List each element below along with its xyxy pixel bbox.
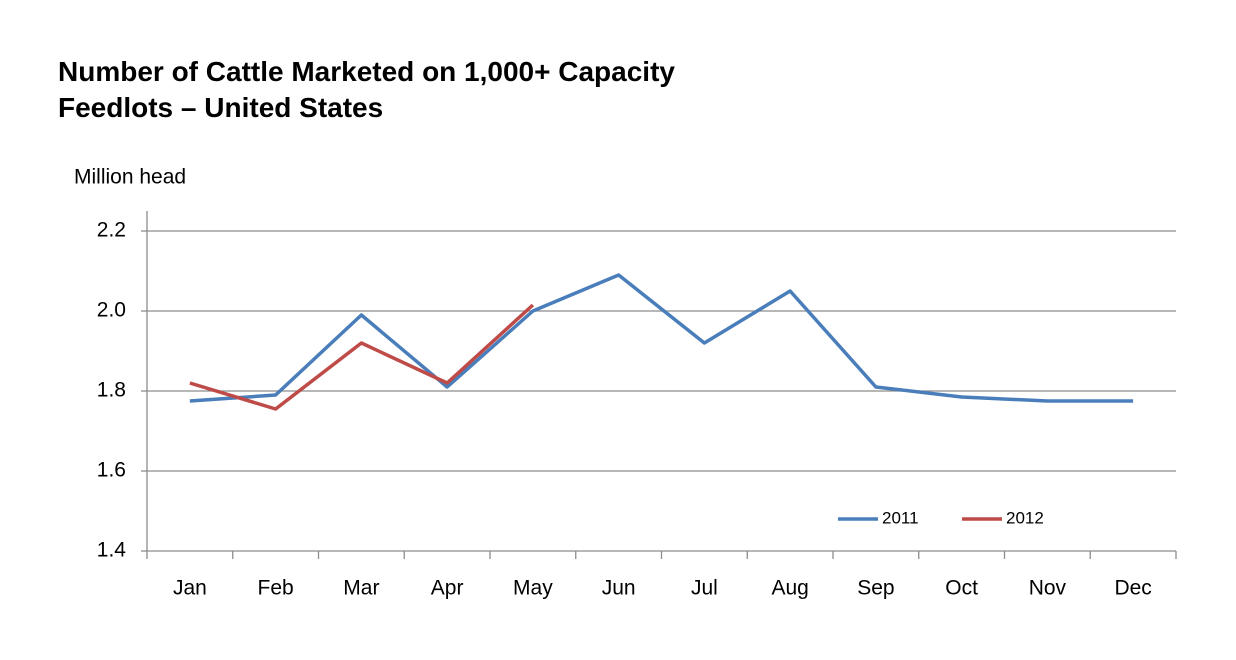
- x-tick-label: May: [513, 577, 553, 600]
- legend-label: 2012: [1006, 508, 1044, 527]
- x-tick-label: Sep: [857, 577, 894, 600]
- x-tick-label: Jul: [691, 577, 718, 600]
- y-tick-label: 1.8: [97, 379, 126, 402]
- x-tick-label: Nov: [1029, 577, 1067, 600]
- series-line: [189, 273, 1134, 403]
- x-tick-label: Jun: [602, 577, 636, 600]
- x-tick-label: Mar: [343, 577, 379, 600]
- x-tick-label: Dec: [1114, 577, 1151, 600]
- x-tick-label: Aug: [771, 577, 808, 600]
- x-tick-label: Oct: [945, 577, 978, 600]
- y-axis-label: Million head: [74, 166, 186, 189]
- x-tick-label: Feb: [258, 577, 294, 600]
- y-tick-label: 1.4: [97, 539, 127, 562]
- y-tick-label: 2.0: [97, 299, 126, 322]
- chart-title: Number of Cattle Marketed on 1,000+ Capa…: [58, 56, 675, 123]
- x-tick-label: Apr: [431, 577, 464, 600]
- series-line: [189, 303, 535, 411]
- legend-label: 2011: [882, 508, 919, 527]
- y-tick-label: 1.6: [97, 459, 126, 482]
- x-tick-label: Jan: [173, 577, 207, 600]
- y-tick-label: 2.2: [97, 219, 126, 242]
